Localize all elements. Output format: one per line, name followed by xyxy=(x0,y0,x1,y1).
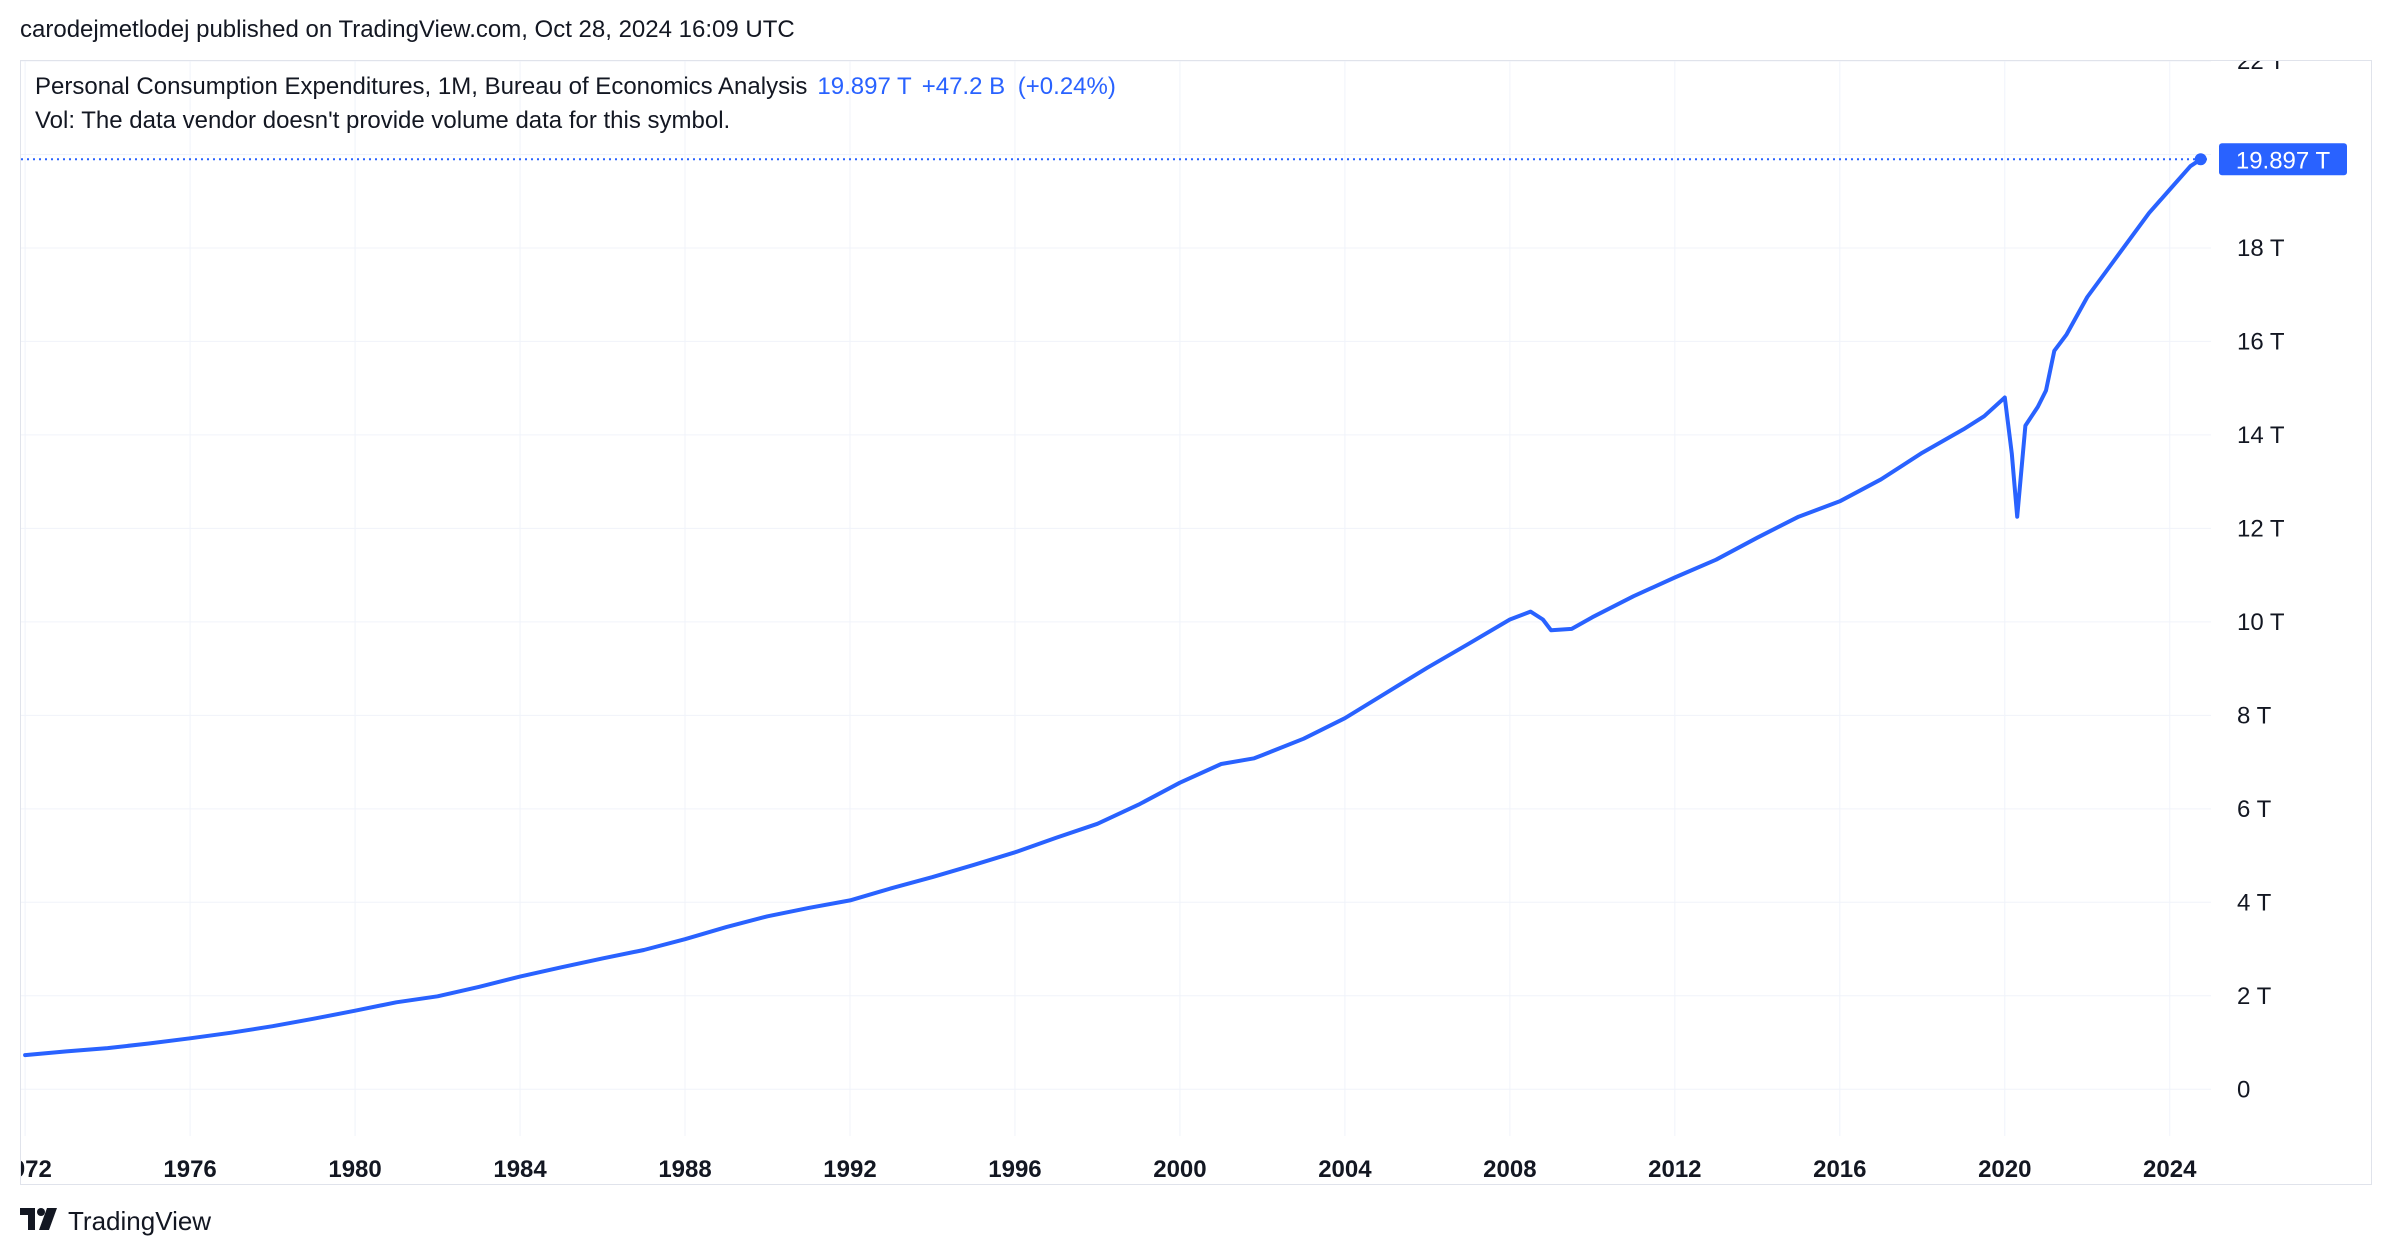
x-tick-label: 2000 xyxy=(1153,1156,1206,1183)
legend-volume-note: Vol: The data vendor doesn't provide vol… xyxy=(35,107,731,134)
x-tick-label: 2004 xyxy=(1318,1156,1372,1183)
legend-symbol-row: Personal Consumption Expenditures, 1M, B… xyxy=(35,70,1116,104)
y-tick-label: 2 T xyxy=(2237,983,2272,1010)
chart-legend: Personal Consumption Expenditures, 1M, B… xyxy=(35,70,1116,138)
y-tick-label: 14 T xyxy=(2237,422,2285,449)
x-tick-label: 1988 xyxy=(658,1156,711,1183)
last-price-label: 19.897 T xyxy=(2236,147,2331,174)
chart-svg[interactable]: 0 2 T 4 T 6 T 8 T 10 T 12 T 14 T 16 T 18 T 22 T 197… xyxy=(21,61,2373,1186)
y-tick-label: 18 T xyxy=(2237,235,2285,262)
last-point-marker xyxy=(2194,153,2207,166)
y-tick-label: 12 T xyxy=(2237,515,2285,542)
x-tick-label: 1976 xyxy=(163,1156,216,1183)
tradingview-logo-icon xyxy=(20,1206,60,1237)
y-tick-label: 6 T xyxy=(2237,796,2272,823)
x-tick-label: 2008 xyxy=(1483,1156,1536,1183)
series-line[interactable] xyxy=(23,157,2203,1058)
x-tick-label: 1980 xyxy=(328,1156,381,1183)
legend-change: +47.2 B xyxy=(921,73,1006,100)
last-price-label-bg xyxy=(2219,143,2347,176)
y-tick-label: 8 T xyxy=(2237,702,2272,729)
y-tick-label: 0 xyxy=(2237,1076,2250,1103)
x-tick-label: 2012 xyxy=(1648,1156,1701,1183)
y-tick-label: 10 T xyxy=(2237,609,2285,636)
x-tick-label: 1996 xyxy=(988,1156,1041,1183)
published-info: carodejmetlodej published on TradingView… xyxy=(20,16,795,43)
x-tick-label: 1992 xyxy=(823,1156,876,1183)
y-tick-label: 16 T xyxy=(2237,328,2285,355)
x-tick-label: 2020 xyxy=(1978,1156,2031,1183)
y-tick-label: 4 T xyxy=(2237,889,2272,916)
legend-last-value: 19.897 T xyxy=(817,73,912,100)
x-tick-label: 1984 xyxy=(493,1156,547,1183)
footer-brand[interactable]: TradingView xyxy=(20,1206,211,1237)
x-tick-label: 1972 xyxy=(21,1156,52,1183)
footer-brand-name: TradingView xyxy=(68,1206,212,1236)
legend-symbol-name[interactable]: Personal Consumption Expenditures, 1M, B… xyxy=(35,73,808,100)
y-tick-label: 22 T xyxy=(2237,61,2285,75)
x-tick-label: 2016 xyxy=(1813,1156,1866,1183)
chart-frame: 0 2 T 4 T 6 T 8 T 10 T 12 T 14 T 16 T 18 T 22 T 197… xyxy=(20,60,2372,1185)
legend-change-pct: (+0.24%) xyxy=(1017,73,1116,100)
x-tick-label: 2024 xyxy=(2143,1156,2197,1183)
